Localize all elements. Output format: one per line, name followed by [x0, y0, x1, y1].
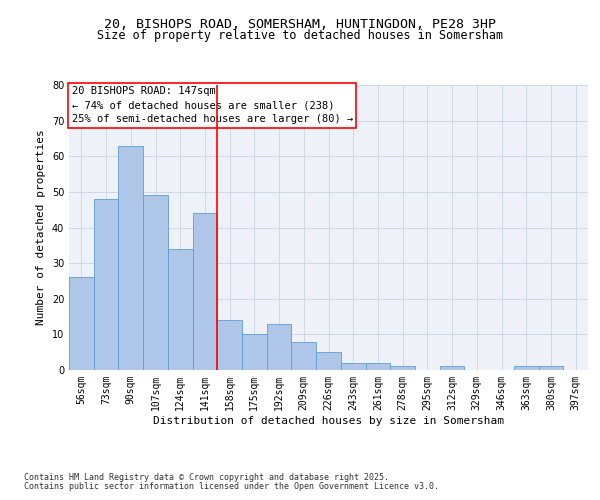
Bar: [193, 213, 217, 370]
Text: Contains public sector information licensed under the Open Government Licence v3: Contains public sector information licen…: [24, 482, 439, 491]
Bar: [316, 352, 341, 370]
Y-axis label: Number of detached properties: Number of detached properties: [36, 130, 46, 326]
Bar: [365, 363, 390, 370]
Bar: [390, 366, 415, 370]
Bar: [118, 146, 143, 370]
Bar: [94, 199, 118, 370]
Bar: [341, 363, 365, 370]
Bar: [539, 366, 563, 370]
Bar: [168, 249, 193, 370]
Text: 20, BISHOPS ROAD, SOMERSHAM, HUNTINGDON, PE28 3HP: 20, BISHOPS ROAD, SOMERSHAM, HUNTINGDON,…: [104, 18, 496, 30]
X-axis label: Distribution of detached houses by size in Somersham: Distribution of detached houses by size …: [153, 416, 504, 426]
Bar: [242, 334, 267, 370]
Text: Size of property relative to detached houses in Somersham: Size of property relative to detached ho…: [97, 28, 503, 42]
Bar: [69, 278, 94, 370]
Bar: [267, 324, 292, 370]
Bar: [217, 320, 242, 370]
Bar: [143, 196, 168, 370]
Text: 20 BISHOPS ROAD: 147sqm
← 74% of detached houses are smaller (238)
25% of semi-d: 20 BISHOPS ROAD: 147sqm ← 74% of detache…: [71, 86, 353, 124]
Text: Contains HM Land Registry data © Crown copyright and database right 2025.: Contains HM Land Registry data © Crown c…: [24, 472, 389, 482]
Bar: [514, 366, 539, 370]
Bar: [440, 366, 464, 370]
Bar: [292, 342, 316, 370]
